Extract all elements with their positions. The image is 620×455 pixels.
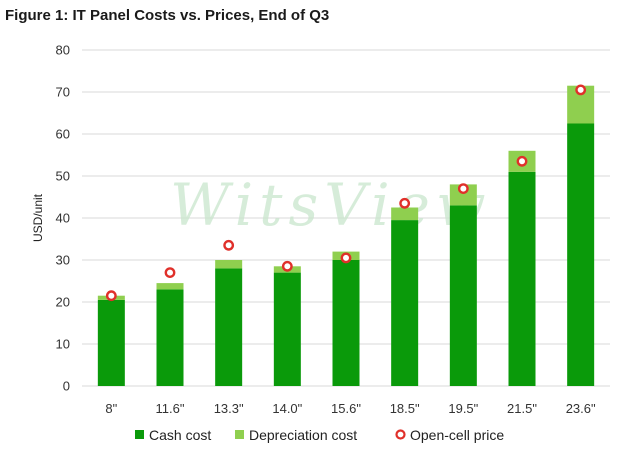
bar-depreciation-cost bbox=[156, 283, 184, 290]
y-tick-label: 0 bbox=[63, 379, 70, 394]
bar-cash-cost bbox=[273, 272, 301, 386]
bar-depreciation-cost bbox=[391, 207, 419, 221]
y-tick-label: 70 bbox=[56, 85, 70, 100]
bar-cash-cost bbox=[215, 268, 243, 386]
x-tick-label: 18.5" bbox=[390, 401, 420, 416]
legend-label: Open-cell price bbox=[410, 427, 504, 443]
y-tick-label: 80 bbox=[56, 43, 70, 58]
watermark: WitsView bbox=[170, 171, 492, 239]
bar-cash-cost bbox=[156, 289, 184, 386]
legend-swatch bbox=[395, 429, 406, 440]
legend-label: Cash cost bbox=[149, 427, 211, 443]
y-tick-label: 60 bbox=[56, 127, 70, 142]
open-cell-price-marker bbox=[281, 260, 293, 272]
open-cell-price-marker bbox=[575, 84, 587, 96]
legend: Cash cost Depreciation cost Open-cell pric… bbox=[135, 427, 504, 443]
x-tick-label: 23.6" bbox=[566, 401, 596, 416]
x-tick-label: 15.6" bbox=[331, 401, 361, 416]
y-tick-label: 40 bbox=[56, 211, 70, 226]
bar-cash-cost bbox=[508, 171, 536, 386]
x-tick-label: 11.6" bbox=[156, 401, 185, 416]
legend-label: Depreciation cost bbox=[249, 427, 357, 443]
bar-cash-cost bbox=[567, 123, 595, 386]
open-cell-price-marker bbox=[340, 252, 352, 264]
bar-cash-cost bbox=[97, 299, 125, 386]
y-tick-label: 30 bbox=[56, 253, 70, 268]
open-cell-price-marker bbox=[516, 155, 528, 167]
y-axis-label: USD/unit bbox=[31, 193, 45, 242]
bars bbox=[97, 85, 595, 386]
x-tick-label: 19.5" bbox=[448, 401, 478, 416]
bar-cash-cost bbox=[332, 260, 360, 386]
bar-cash-cost bbox=[449, 205, 477, 386]
open-cell-price-marker bbox=[164, 267, 176, 278]
x-tick-label: 14.0" bbox=[272, 401, 302, 416]
bar-depreciation-cost bbox=[449, 184, 477, 206]
x-tick-label: 8" bbox=[105, 401, 117, 416]
y-tick-label: 10 bbox=[56, 337, 70, 352]
y-tick-label: 50 bbox=[56, 169, 70, 184]
chart-title: Figure 1: IT Panel Costs vs. Prices, End… bbox=[5, 7, 330, 24]
open-cell-price-marker bbox=[105, 290, 117, 302]
open-cell-price-marker bbox=[399, 197, 411, 209]
y-tick-label: 20 bbox=[56, 295, 70, 310]
open-cell-price-marker bbox=[457, 183, 469, 195]
y-axis-ticks: 0 10 20 30 40 50 60 70 80 bbox=[56, 43, 70, 394]
x-axis-ticks: 8" 11.6" 13.3" 14.0" 15.6" 18.5" 19.5" 21.5" 23.… bbox=[105, 401, 596, 416]
price-markers bbox=[105, 84, 587, 302]
x-tick-label: 21.5" bbox=[507, 401, 537, 416]
bar-cash-cost bbox=[391, 220, 419, 386]
legend-swatch bbox=[235, 430, 244, 439]
bar-depreciation-cost bbox=[215, 260, 243, 269]
x-tick-label: 13.3" bbox=[214, 401, 244, 416]
legend-swatch bbox=[135, 430, 144, 439]
open-cell-price-marker bbox=[223, 239, 235, 251]
